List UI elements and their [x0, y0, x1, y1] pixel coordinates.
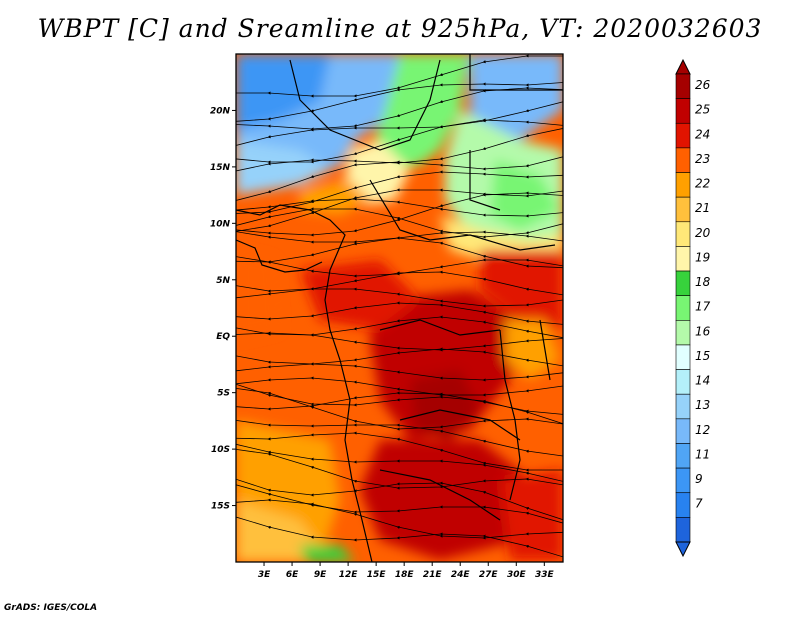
colorbar-label: 13: [695, 398, 710, 412]
x-axis: 3E 6E 9E 12E 15E 18E 21E 24E 27E 30E 33E: [258, 562, 555, 580]
colorbar-segment: [675, 443, 691, 469]
colorbar-label: 25: [695, 103, 710, 117]
colorbar-label: 11: [695, 447, 710, 461]
streamlines: [236, 54, 563, 558]
colorbar-segment: [675, 147, 691, 173]
y-tick-label: 10S: [211, 445, 230, 455]
colorbar-segment: [675, 369, 691, 395]
colorbar-segment: [675, 98, 691, 124]
x-tick-label: 9E: [314, 570, 327, 580]
x-tick-label: 6E: [286, 570, 299, 580]
colorbar-label: 26: [695, 78, 711, 92]
colorbar-label: 17: [695, 300, 711, 314]
y-tick-label: 5S: [217, 389, 230, 399]
colorbar-segment: [675, 295, 691, 321]
colorbar-label: 15: [695, 349, 710, 363]
y-tick-label: 5N: [216, 276, 230, 286]
colorbar-segment: [675, 172, 691, 198]
colorbar-label: 14: [695, 374, 710, 388]
streamline: [236, 516, 563, 558]
y-tick-label: 20N: [210, 106, 231, 116]
colorbar: 26 25 24 23 22 21 20 19 18 17 16 15 14 13 12 11 9 7: [675, 58, 711, 558]
y-tick-label: 15N: [210, 163, 231, 173]
colorbar-label: 7: [695, 497, 703, 511]
colorbar-segment: [675, 418, 691, 444]
colorbar-segment: [675, 196, 691, 223]
colorbar-label: 23: [695, 152, 710, 166]
colorbar-label: 9: [695, 472, 703, 486]
x-tick-label: 15E: [367, 570, 387, 580]
colorbar-label: 24: [695, 127, 710, 141]
colorbar-segment: [675, 221, 691, 247]
x-tick-label: 24E: [451, 570, 471, 580]
x-tick-label: 12E: [339, 570, 359, 580]
y-tick-label: EQ: [216, 332, 230, 342]
x-tick-label: 3E: [258, 570, 271, 580]
x-tick-label: 18E: [395, 570, 415, 580]
map-title: WBPT [C] and Sreamline at 925hPa, VT: 20…: [37, 14, 763, 43]
colorbar-segment: [675, 492, 691, 518]
y-axis: 20N 15N 10N 5N EQ 5S 10S 15S: [210, 106, 236, 512]
colorbar-segment: [675, 122, 691, 149]
colorbar-segment: [675, 467, 691, 494]
colorbar-segment: [675, 270, 691, 296]
y-tick-label: 15S: [211, 502, 230, 512]
colorbar-segment: [675, 517, 691, 543]
colorbar-segment: [675, 393, 691, 420]
colorbar-segment: [675, 320, 691, 346]
colorbar-segment: [675, 344, 691, 370]
colorbar-label: 12: [695, 423, 710, 437]
colorbar-label: 16: [695, 324, 711, 338]
footer-credit: GrADS: IGES/COLA: [4, 603, 98, 613]
colorbar-max-arrow: [675, 58, 691, 75]
colorbar-label: 21: [695, 201, 710, 215]
colorbar-segment: [675, 73, 691, 99]
colorbar-segment: [675, 246, 691, 272]
x-tick-label: 30E: [507, 570, 527, 580]
x-tick-label: 27E: [479, 570, 499, 580]
colorbar-label: 20: [695, 226, 711, 240]
colorbar-label: 19: [695, 250, 710, 264]
colorbar-min-arrow: [675, 541, 691, 558]
colorbar-label: 18: [695, 275, 711, 289]
x-tick-label: 21E: [423, 570, 443, 580]
plot-frame: [235, 53, 564, 563]
colorbar-label: 22: [695, 177, 710, 191]
x-tick-label: 33E: [535, 570, 555, 580]
y-tick-label: 10N: [210, 219, 231, 229]
